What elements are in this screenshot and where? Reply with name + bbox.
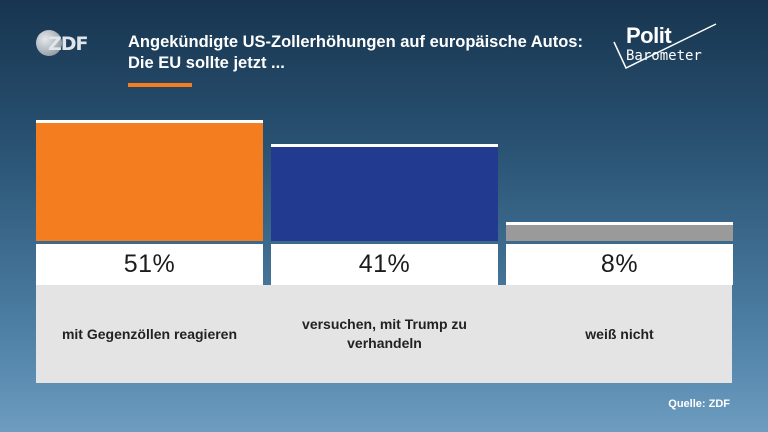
- bar-1: [36, 120, 263, 241]
- category-label-3: weiß nicht: [506, 285, 733, 383]
- politbarometer-polit-text: Polit: [626, 23, 672, 48]
- category-label-2: versuchen, mit Trump zu verhandeln: [271, 285, 498, 383]
- value-label-2: 41%: [271, 244, 498, 285]
- politbarometer-check-icon: [613, 23, 717, 70]
- source-note: Quelle: ZDF: [668, 398, 730, 410]
- zdf-logo-circle: [36, 30, 62, 56]
- politbarometer-logo: Polit Barometer: [606, 20, 724, 76]
- chart-title: Angekündigte US-Zollerhöhungen auf europ…: [128, 33, 583, 72]
- bar-2: [271, 144, 498, 241]
- zdf-logo-text: ZDF: [48, 33, 89, 55]
- value-label-3: 8%: [506, 244, 733, 285]
- politbarometer-barometer-text: Barometer: [626, 48, 702, 64]
- zdf-logo: ZDF: [36, 30, 96, 58]
- value-label-1: 51%: [36, 244, 263, 285]
- category-label-text: weiß nicht: [585, 325, 654, 342]
- category-label-1: mit Gegenzöllen reagieren: [36, 285, 263, 383]
- category-label-panel: [36, 285, 732, 383]
- title-accent-line: [128, 83, 192, 87]
- category-label-text: mit Gegenzöllen reagieren: [61, 325, 238, 342]
- bar-3: [506, 222, 733, 241]
- category-label-text: versuchen, mit Trump zu verhandeln: [302, 316, 467, 351]
